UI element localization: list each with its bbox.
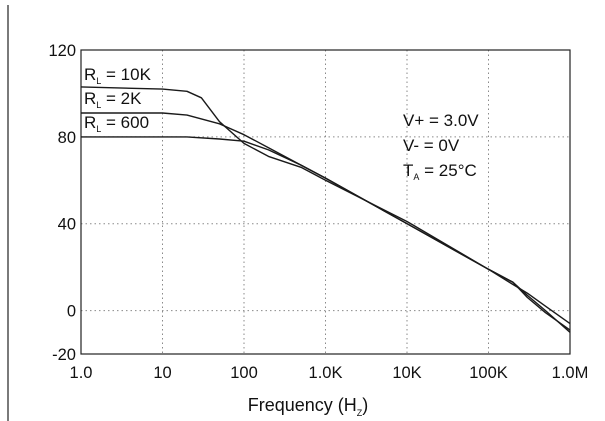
grid	[81, 50, 570, 354]
y-tick-label: 0	[67, 303, 76, 321]
series-line	[81, 136, 571, 333]
y-tick-label: 40	[58, 216, 76, 234]
y-tick-label: 80	[58, 129, 76, 147]
curves	[80, 86, 571, 333]
x-tick-label: 10	[153, 364, 171, 382]
annotation-vplus: V+ = 3.0V	[403, 111, 479, 130]
series-label-2k: RL = 2K	[84, 89, 142, 110]
plot-frame	[80, 49, 571, 355]
x-tick-label: 1.0K	[309, 364, 343, 382]
x-tick-label: 100	[230, 364, 258, 382]
x-tick-label: 1.0	[70, 364, 93, 382]
annotation-vminus: V- = 0V	[403, 136, 460, 155]
x-tick-label: 1.0M	[552, 364, 589, 382]
series-label-10k: RL = 10K	[84, 65, 152, 86]
series-labels: RL = 10K RL = 2K RL = 600	[84, 65, 152, 134]
x-tick-label: 10K	[392, 364, 421, 382]
annotation-temperature: TA = 25°C	[403, 161, 477, 182]
y-tick-label: -20	[52, 346, 76, 364]
y-tick-label: 120	[48, 42, 76, 60]
x-tick-labels: 1.0 10 100 1.0K 10K 100K 1.0M	[70, 364, 589, 382]
y-tick-labels: 120 80 40 0 -20	[48, 42, 76, 364]
conditions-annotation: V+ = 3.0V V- = 0V TA = 25°C	[403, 111, 479, 182]
series-label-600: RL = 600	[84, 113, 149, 134]
x-tick-label: 100K	[469, 364, 508, 382]
x-axis-title: Frequency (HZ)	[248, 395, 369, 418]
